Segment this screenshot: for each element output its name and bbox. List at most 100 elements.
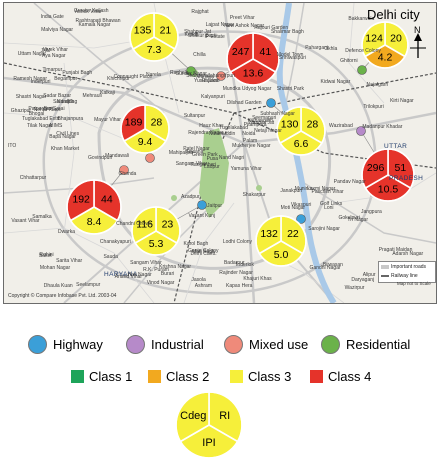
highway-east: [243, 111, 436, 145]
highway-north: [222, 3, 256, 303]
pie-civil-lines-ipi-label: 13.6: [243, 67, 264, 79]
pie-ito-ipi-label: 6.6: [294, 138, 309, 150]
residential-dot-icon: [321, 334, 340, 354]
key-pie-cdeg-label: Cdeg: [180, 410, 206, 422]
station-marker-anand-vihar: [356, 126, 366, 136]
highway-west: [4, 76, 245, 145]
class-2: Class 2: [148, 368, 209, 384]
station-marker-shahdara: [357, 65, 367, 75]
industrial-dot-icon: [126, 334, 145, 354]
north-label: N: [414, 25, 421, 35]
ridge-forest: [199, 128, 229, 218]
road-ne: [283, 3, 305, 114]
station-marker-pitampura: [186, 66, 196, 76]
pie-shahdara-outline: [361, 21, 409, 69]
station-marker-janakpuri: [119, 165, 129, 175]
pie-civil-lines-cdeg-label: 247: [232, 46, 250, 58]
legend-row-roads: Important roads: [379, 262, 435, 271]
pie-pitampura-ipi-label: 7.3: [147, 44, 162, 56]
minor-road: [348, 3, 385, 104]
pie-ashram-ipi-label: 5.0: [274, 249, 289, 261]
pie-dhaula-kuan-ri-label: 23: [162, 218, 174, 230]
category-label: Mixed use: [249, 336, 309, 352]
road-nw: [33, 3, 165, 114]
road-swatch-icon: [381, 264, 389, 269]
minor-road: [4, 227, 155, 303]
railway-swatch-icon: [381, 274, 389, 277]
pie-punjabi-bagh-outline: [120, 104, 170, 154]
scale-note: Map not to Scale: [397, 281, 431, 286]
category-industrial: Industrial: [126, 334, 204, 354]
pie-pitampura-outline: [129, 12, 179, 62]
category-label: Residential: [346, 336, 411, 352]
legend-railway-label: Railway line: [391, 272, 418, 279]
highway-dot-icon: [28, 334, 47, 354]
class-2-swatch-icon: [148, 369, 161, 383]
park: [171, 195, 177, 201]
category-mixed-use: Mixed use: [224, 334, 308, 354]
map-base: 21 7.3 135 41 13.6 247 20 4.2 124 28 9.4 189 28 6.6 13…: [4, 3, 436, 303]
station-pies: 21 7.3 135 41 13.6 247 20 4.2 124 28 9.4 189 28 6.6 13…: [66, 12, 415, 267]
class-label: Class 1: [89, 368, 133, 384]
category-label: Highway: [53, 336, 103, 352]
pie-anand-vihar-ipi-label: 10.5: [378, 183, 399, 195]
class-3: Class 3: [230, 368, 291, 384]
pie-anand-vihar-outline: [361, 148, 415, 202]
pie-anand-vihar-cdeg-label: 296: [367, 162, 385, 174]
key-pie-ri-label: RI: [219, 410, 230, 422]
pie-shahdara-ipi-label: 4.2: [378, 52, 393, 64]
pie-dhaula-kuan-outline: [131, 206, 181, 256]
north-arrow-icon: [410, 33, 426, 58]
pie-civil-lines-outline: [226, 32, 280, 86]
pie-ashram-cdeg-label: 132: [260, 228, 278, 240]
pie-janakpuri-cdeg-label: 192: [72, 194, 90, 206]
pie-dhaula-kuan-ipi-label: 5.3: [149, 238, 164, 250]
class-label: Class 4: [328, 368, 372, 384]
station-marker-civil-lines: [216, 71, 226, 81]
station-marker-ashram: [296, 214, 306, 224]
pie-ashram-ri-label: 22: [287, 228, 299, 240]
class-4: Class 4: [310, 368, 371, 384]
class-1-swatch-icon: [71, 369, 84, 383]
legend-row-railway: Railway line: [379, 271, 435, 280]
class-label: Class 3: [248, 368, 292, 384]
pie-janakpuri-ri-label: 44: [101, 194, 113, 206]
pie-punjabi-bagh-cdeg-label: 189: [125, 116, 143, 128]
key-pie-ipi-label: IPI: [202, 437, 215, 449]
pie-janakpuri-ipi-label: 8.4: [87, 216, 102, 228]
category-residential: Residential: [321, 334, 410, 354]
class-1: Class 1: [71, 368, 132, 384]
pie-punjabi-bagh-ipi-label: 9.4: [138, 136, 153, 148]
pie-ito-outline: [276, 106, 326, 156]
mixed-use-dot-icon: [224, 334, 243, 354]
map-inset-legend: Important roads Railway line: [378, 261, 436, 283]
road-se: [303, 182, 436, 244]
pie-ito-cdeg-label: 130: [281, 118, 299, 130]
pie-civil-lines-ri-label: 41: [260, 46, 272, 58]
station-marker-dhaula-kuan: [197, 200, 207, 210]
station-marker-punjabi-bagh: [145, 153, 155, 163]
pie-dhaula-kuan-cdeg-label: 116: [136, 218, 153, 230]
pie-shahdara-cdeg-label: 124: [365, 33, 383, 45]
pie-punjabi-bagh-ri-label: 28: [151, 116, 163, 128]
pie-ito-ri-label: 28: [307, 118, 319, 130]
class-3-swatch-icon: [230, 369, 243, 383]
pie-pitampura-cdeg-label: 135: [134, 24, 152, 36]
pie-janakpuri-outline: [66, 179, 122, 235]
minor-road: [4, 112, 135, 144]
station-marker-ito: [266, 98, 276, 108]
category-highway: Highway: [28, 334, 103, 354]
category-label: Industrial: [151, 336, 204, 352]
class-label: Class 2: [166, 368, 210, 384]
legend-roads-label: Important roads: [391, 263, 427, 270]
pie-ashram-outline: [255, 215, 307, 267]
class-4-swatch-icon: [310, 369, 323, 383]
pie-pitampura-ri-label: 21: [160, 24, 172, 36]
minor-road: [183, 202, 235, 303]
copyright-text: Copyright © Compare Infobase Pvt. Ltd. 2…: [8, 293, 117, 299]
park: [256, 185, 262, 191]
city-label: Delhi city: [367, 7, 420, 22]
railway: [233, 112, 436, 169]
pie-shahdara-ri-label: 20: [390, 33, 402, 45]
pie-anand-vihar-ri-label: 51: [395, 162, 407, 174]
